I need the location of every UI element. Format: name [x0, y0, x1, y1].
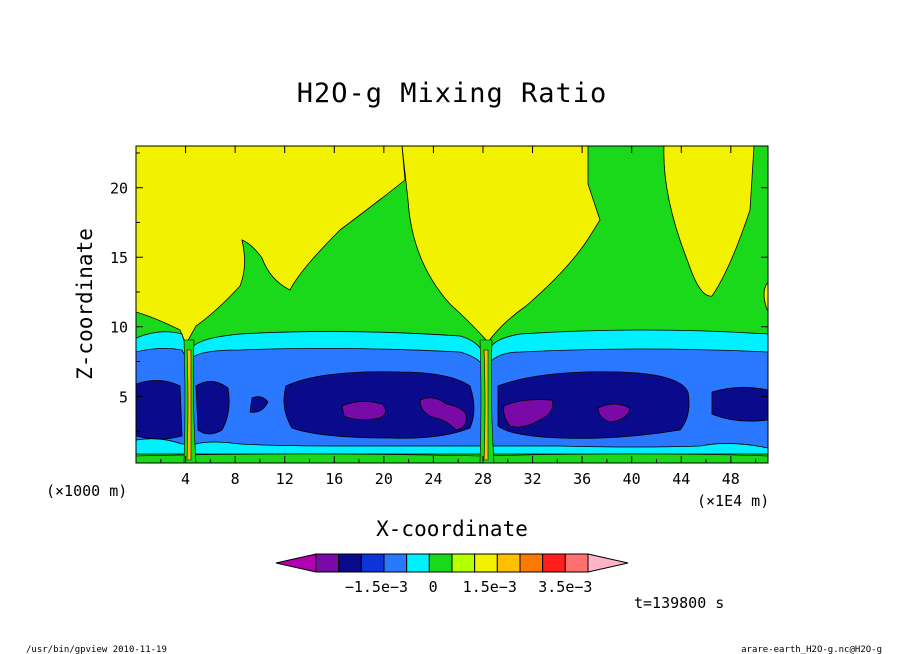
band-transition-bottom	[136, 453, 768, 463]
y-axis-label: Z-coordinate	[73, 228, 97, 380]
colorbar-swatch	[338, 553, 362, 573]
x-tick-label: 44	[672, 470, 690, 488]
colorbar-arrow-low	[275, 553, 317, 573]
plot-frame	[135, 145, 769, 464]
x-axis-label: X-coordinate	[376, 517, 528, 541]
colorbar-swatch	[383, 553, 408, 573]
time-label: t=139800 s	[634, 594, 724, 612]
x-tick-label: 12	[276, 470, 294, 488]
band-purple	[503, 399, 554, 428]
band-purple	[597, 403, 631, 423]
plume-right-core	[483, 349, 489, 461]
band-dark-blue	[249, 396, 269, 413]
colorbar-swatch	[406, 553, 430, 573]
colorbar: −1.5e−3 0 1.5e−3 3.5e−3	[275, 553, 629, 596]
x-tick-label: 40	[623, 470, 641, 488]
x-tick-label: 24	[424, 470, 442, 488]
band-dark-blue	[136, 380, 183, 440]
colorbar-swatch	[519, 553, 544, 573]
y-tick-label: 20	[110, 180, 128, 198]
colorbar-swatch	[496, 553, 521, 573]
band-dark-blue	[195, 381, 230, 435]
y-axis: 5 10 15 20	[110, 152, 768, 432]
colorbar-swatch	[451, 553, 476, 573]
colorbar-arrow-high	[587, 553, 629, 573]
colorbar-swatch	[542, 553, 566, 573]
colorbar-swatch	[564, 553, 589, 573]
band-purple	[419, 397, 467, 431]
colorbar-swatch	[428, 553, 453, 573]
x-unit-left: (×1000 m)	[46, 482, 127, 500]
x-axis: 4 8 12 16 20 24 28 32 36 40 44 48	[160, 146, 757, 488]
colorbar-label: 0	[429, 578, 438, 596]
y-tick-label: 5	[119, 388, 128, 406]
y-tick-label: 10	[110, 319, 128, 337]
x-tick-label: 36	[573, 470, 591, 488]
y-tick-label: 15	[110, 249, 128, 267]
band-dark-blue	[497, 371, 690, 439]
colorbar-label: 3.5e−3	[538, 578, 592, 596]
band-upper-moist	[144, 146, 755, 343]
x-tick-label: 16	[325, 470, 343, 488]
x-tick-label: 8	[231, 470, 240, 488]
x-tick-label: 28	[474, 470, 492, 488]
band-purple	[341, 401, 386, 420]
footer-left: /usr/bin/gpview 2010-11-19	[26, 645, 167, 654]
colorbar-swatch	[474, 553, 498, 573]
colorbar-label: −1.5e−3	[345, 578, 408, 596]
colorbar-swatch	[360, 553, 385, 573]
colorbar-swatch	[315, 553, 340, 573]
x-tick-label: 48	[722, 470, 740, 488]
x-unit-right: (×1E4 m)	[697, 492, 769, 510]
x-tick-label: 20	[375, 470, 393, 488]
contour-field	[136, 146, 768, 463]
chart-title: H2O-g Mixing Ratio	[297, 78, 608, 109]
plume-left-core	[186, 349, 192, 461]
x-tick-label: 32	[524, 470, 542, 488]
band-dark-blue	[711, 387, 768, 422]
colorbar-label: 1.5e−3	[463, 578, 517, 596]
footer-right: arare-earth_H2O-g.nc@H2O-g	[741, 645, 882, 654]
x-tick-label: 4	[181, 470, 190, 488]
